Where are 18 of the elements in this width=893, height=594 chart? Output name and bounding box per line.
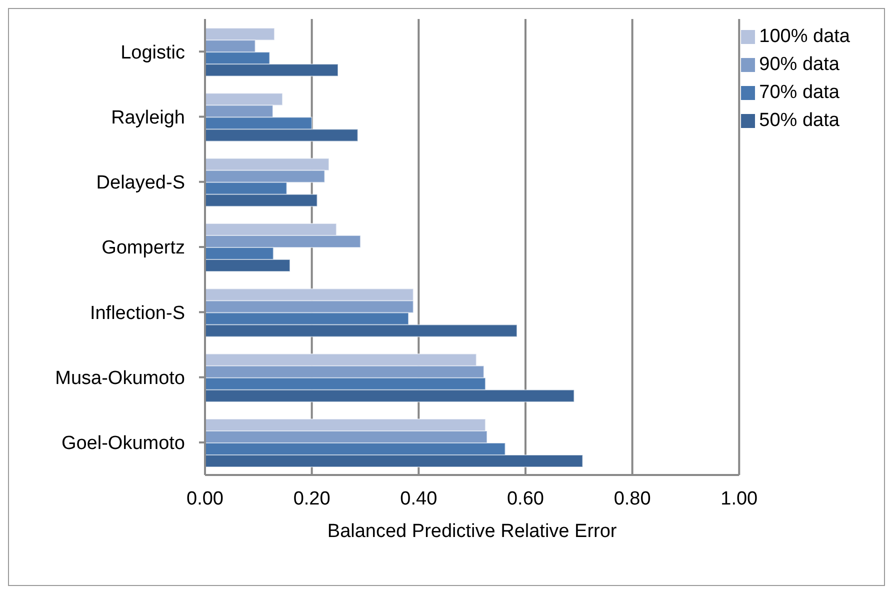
y-tick-label: Inflection-S <box>90 302 185 324</box>
x-axis-title: Balanced Predictive Relative Error <box>327 521 618 542</box>
y-tick-label: Rayleigh <box>111 107 185 128</box>
x-tick-label: 0.20 <box>293 488 330 510</box>
y-tick-label: Goel-Okumoto <box>61 433 185 454</box>
x-tick-label: 0.60 <box>506 488 544 510</box>
y-tick-label: Logistic <box>120 42 185 64</box>
x-tick-label: 0.00 <box>186 488 224 510</box>
legend-label: 50% data <box>759 110 840 131</box>
y-tick-label: Musa-Okumoto <box>55 368 185 390</box>
x-tick-label: 0.40 <box>400 488 438 510</box>
legend-label: 70% data <box>759 82 840 103</box>
x-tick-label: 1.00 <box>720 488 758 510</box>
x-tick-label: 0.80 <box>614 488 651 510</box>
y-tick-label: Gompertz <box>102 238 185 259</box>
y-tick-label: Delayed-S <box>96 172 185 194</box>
legend-label: 100% data <box>759 26 850 47</box>
legend-label: 90% data <box>759 54 840 75</box>
